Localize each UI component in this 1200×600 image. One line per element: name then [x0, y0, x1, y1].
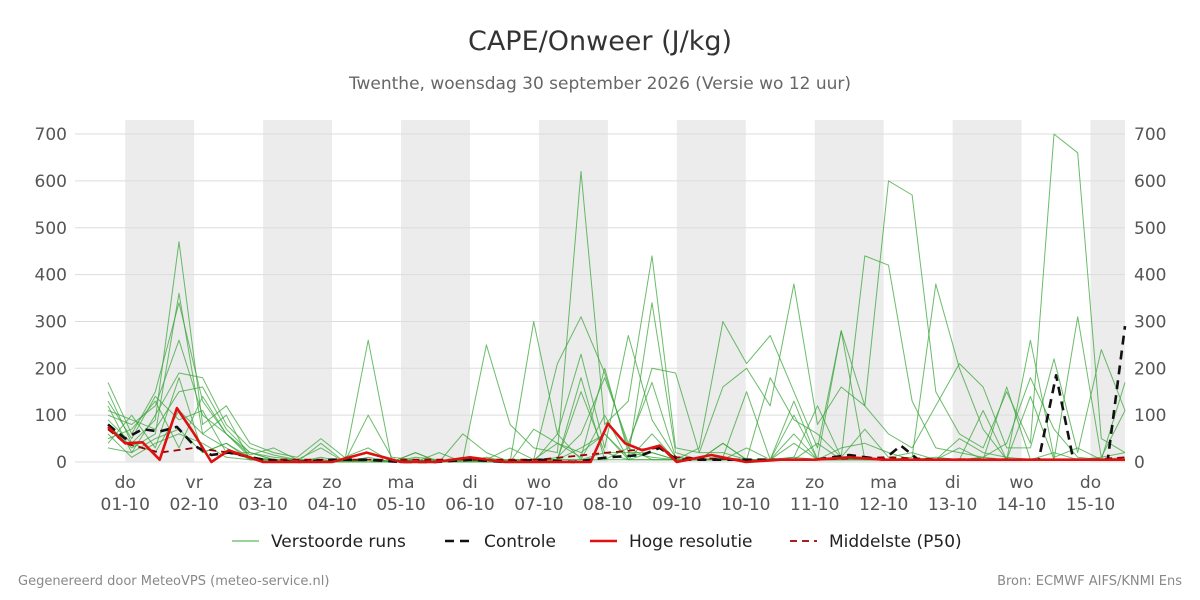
legend-label-control: Controle — [484, 532, 556, 552]
weekend-band — [1090, 120, 1125, 462]
x-tick-date: 12-10 — [859, 495, 908, 515]
weekend-band — [263, 120, 333, 462]
x-tick-date: 06-10 — [445, 495, 494, 515]
weekend-bands — [125, 120, 1125, 462]
y-tick-label-left: 700 — [35, 125, 67, 145]
x-tick-date: 02-10 — [169, 495, 218, 515]
x-tick-date: 03-10 — [238, 495, 287, 515]
weekend-band — [952, 120, 1022, 462]
x-tick-day: di — [945, 473, 961, 493]
x-tick-day: di — [462, 473, 478, 493]
x-tick-date: 14-10 — [997, 495, 1046, 515]
x-tick-day: za — [253, 473, 272, 493]
x-tick-day: zo — [322, 473, 341, 493]
weekend-band — [538, 120, 608, 462]
y-tick-label-left: 500 — [35, 219, 67, 239]
y-tick-label-right: 100 — [1134, 406, 1166, 426]
y-tick-label-left: 100 — [35, 406, 67, 426]
hires-series-line — [107, 406, 1125, 464]
x-tick-date: 15-10 — [1066, 495, 1115, 515]
y-tick-label-left: 0 — [56, 453, 67, 473]
x-tick-date: 09-10 — [652, 495, 701, 515]
y-tick-label-right: 400 — [1134, 266, 1166, 286]
x-tick-date: 01-10 — [101, 495, 150, 515]
y-tick-label-right: 0 — [1134, 453, 1145, 473]
x-tick-date: 11-10 — [790, 495, 839, 515]
y-tick-label-left: 200 — [35, 359, 67, 379]
y-tick-label-left: 600 — [35, 172, 67, 192]
x-tick-day: wo — [1009, 473, 1033, 493]
x-tick-date: 10-10 — [721, 495, 770, 515]
x-tick-date: 08-10 — [583, 495, 632, 515]
ensemble-member-line — [107, 133, 1126, 463]
x-tick-date: 04-10 — [307, 495, 356, 515]
x-tick-day: ma — [388, 473, 415, 493]
x-tick-date: 07-10 — [514, 495, 563, 515]
footer-left: Gegenereerd door MeteoVPS (meteo-service… — [18, 574, 329, 589]
y-tick-label-right: 700 — [1134, 125, 1166, 145]
legend: Verstoorde runs Controle Hoge resolutie Mid… — [232, 532, 962, 552]
y-tick-label-left: 400 — [35, 266, 67, 286]
main-series-lines — [107, 325, 1127, 464]
x-tick-day: vr — [186, 473, 203, 493]
legend-label-hires: Hoge resolutie — [629, 532, 753, 552]
x-tick-day: wo — [527, 473, 551, 493]
footer-right: Bron: ECMWF AIFS/KNMI Ens — [997, 574, 1182, 589]
y-tick-label-left: 300 — [35, 312, 67, 332]
grid-lines — [75, 133, 1125, 463]
x-tick-day: do — [1080, 473, 1101, 493]
x-tick-date: 05-10 — [376, 495, 425, 515]
legend-label-ensemble: Verstoorde runs — [271, 532, 406, 552]
y-tick-label-right: 500 — [1134, 219, 1166, 239]
legend-label-median: Middelste (P50) — [829, 532, 962, 552]
y-tick-label-right: 300 — [1134, 312, 1166, 332]
x-tick-day: ma — [870, 473, 897, 493]
y-tick-label-right: 200 — [1134, 359, 1166, 379]
chart-title: CAPE/Onweer (J/kg) — [468, 26, 732, 57]
weekend-band — [401, 120, 470, 462]
x-tick-day: do — [597, 473, 618, 493]
ensemble-member-line — [107, 302, 1126, 463]
x-tick-day: za — [736, 473, 755, 493]
x-axis: do01-10vr02-10za03-10zo04-10ma05-10di06-… — [101, 473, 1116, 515]
x-tick-day: zo — [805, 473, 824, 493]
y-axis-right: 0 100 200 300 400 500 600 700 — [1134, 125, 1166, 473]
x-tick-day: vr — [668, 473, 685, 493]
chart-subtitle: Twenthe, woensdag 30 september 2026 (Ver… — [348, 74, 851, 94]
x-tick-date: 13-10 — [928, 495, 977, 515]
weekend-band — [676, 120, 746, 462]
x-tick-day: do — [115, 473, 136, 493]
y-tick-label-right: 600 — [1134, 172, 1166, 192]
y-axis-left: 0 100 200 300 400 500 600 700 — [35, 125, 67, 473]
